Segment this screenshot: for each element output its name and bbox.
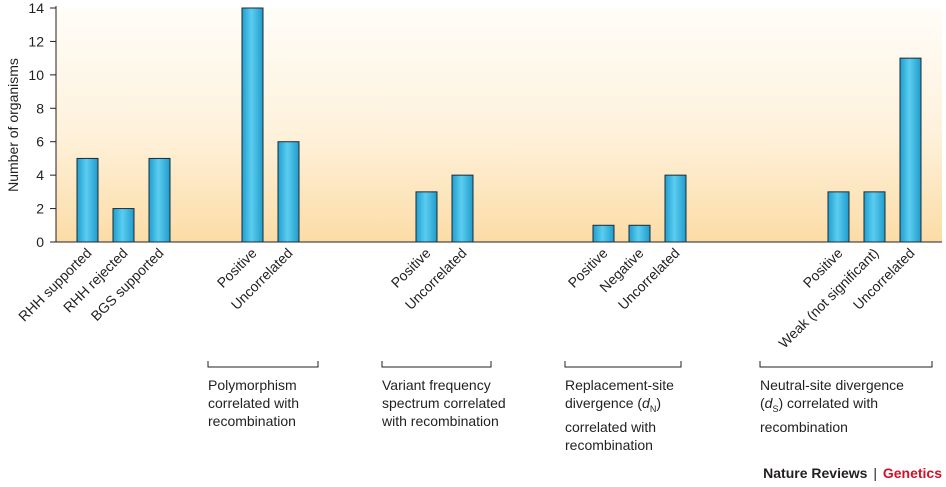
group-label-line: recombination [565, 436, 653, 453]
bar [899, 57, 922, 243]
plot-background [56, 8, 942, 242]
bar [628, 224, 651, 243]
y-tick-label: 0 [36, 234, 44, 250]
bar [148, 157, 171, 243]
bar [76, 157, 99, 243]
bar [451, 174, 474, 243]
footer-brand: Nature Reviews [763, 465, 868, 481]
group-bracket [759, 361, 933, 368]
group-label-line: Replacement-site [565, 377, 674, 393]
group-label-line: Variant frequency [382, 377, 491, 393]
group-bracket [564, 361, 682, 368]
group-label-line: spectrum correlated [382, 395, 506, 411]
y-tick-label: 10 [28, 67, 44, 83]
y-tick-label: 8 [36, 100, 44, 116]
bar [863, 191, 886, 243]
y-tick-label: 2 [36, 201, 44, 217]
bar [112, 208, 135, 243]
bar [241, 7, 264, 243]
bar [592, 224, 615, 243]
group-label: Variant frequency spectrum correlated with… [382, 376, 506, 430]
group-bracket [381, 361, 492, 368]
journal-credit: Nature Reviews | Genetics [763, 465, 942, 481]
group-label-line: divergence (dN) [565, 395, 662, 414]
group-label: Polymorphism correlated with recombination [208, 376, 299, 430]
footer-separator: | [873, 465, 877, 481]
group-label-line: correlated with [208, 395, 300, 411]
group-label-line: recombination [760, 418, 848, 435]
y-tick-label: 6 [36, 134, 44, 150]
bar [827, 191, 850, 243]
y-axis-title: Number of organisms [5, 58, 21, 192]
group-label-line: Neutral-site divergence [760, 377, 904, 393]
bar [277, 141, 300, 243]
y-tick-label: 4 [36, 167, 44, 183]
group-label-line: (dS) correlated with [760, 395, 879, 414]
group-label: Replacement-site divergence (dN) correlate… [565, 376, 674, 454]
group-label-line: recombination [208, 413, 296, 429]
y-tick-label: 14 [28, 0, 44, 16]
group-label-line: correlated with [565, 418, 657, 435]
footer-journal: Genetics [882, 465, 942, 481]
bar [415, 191, 438, 243]
group-bracket [207, 361, 319, 368]
group-label: Neutral-site divergence (dS) correlated w… [760, 376, 904, 436]
y-tick-label: 12 [28, 33, 44, 49]
group-label-line: with recombination [382, 413, 499, 429]
bar [664, 174, 687, 243]
group-label-line: Polymorphism [208, 377, 297, 393]
